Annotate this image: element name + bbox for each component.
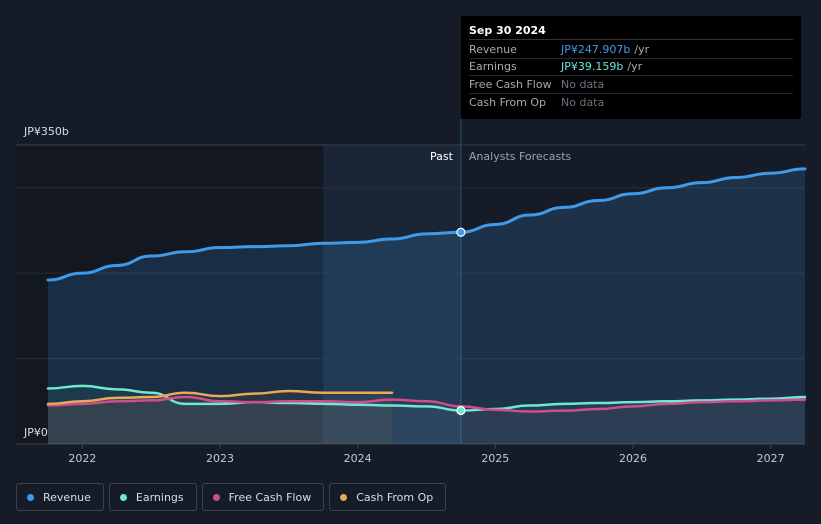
y-axis-min-label: JP¥0: [23, 426, 48, 439]
legend-label: Revenue: [43, 490, 91, 504]
tooltip-row-cash-from-op: Cash From Op No data: [469, 94, 793, 112]
legend-label: Cash From Op: [356, 490, 434, 504]
tooltip-unit: /yr: [627, 60, 643, 74]
earnings-point-marker: [456, 405, 466, 416]
x-tick-label: 2023: [206, 452, 234, 465]
financial-chart: JP¥350b JP¥0 Past Analysts Forecasts 2022 202…: [16, 119, 807, 465]
revenue-area: [48, 168, 805, 445]
x-tick-label: 2022: [68, 452, 96, 465]
past-label: Past: [430, 150, 454, 163]
legend-label: Earnings: [135, 490, 184, 504]
x-tick-label: 2024: [344, 452, 372, 465]
tooltip-unit: /yr: [634, 42, 650, 56]
x-tick-label: 2026: [619, 452, 647, 465]
legend-item-free-cash-flow[interactable]: Free Cash Flow: [201, 483, 325, 511]
tooltip-value: No data: [561, 77, 605, 91]
tooltip-row-revenue: Revenue JP¥247.907b /yr: [469, 41, 793, 59]
legend-item-earnings[interactable]: Earnings: [108, 483, 197, 511]
highlight-band: [323, 145, 461, 444]
tooltip-value: JP¥247.907b: [561, 42, 631, 56]
cash-from-op-line: [46, 389, 394, 406]
tooltip-value: No data: [561, 95, 605, 109]
free-cash-flow-dot-icon: [212, 493, 220, 501]
tooltip-label: Revenue: [469, 42, 517, 56]
tooltip-label: Free Cash Flow: [469, 77, 552, 91]
tooltip-date: Sep 30 2024: [469, 24, 793, 40]
x-tick-label: 2025: [481, 452, 509, 465]
free-cash-flow-line: [46, 395, 807, 413]
tooltip-value: JP¥39.159b: [561, 60, 624, 74]
earnings-dot-icon: [119, 493, 127, 501]
y-axis-max-label: JP¥350b: [23, 125, 69, 138]
cash-from-op-dot-icon: [340, 493, 348, 501]
chart-legend: Revenue Earnings Free Cash Flow Cash Fro…: [16, 483, 447, 511]
legend-label: Free Cash Flow: [228, 490, 312, 504]
tooltip-row-earnings: Earnings JP¥39.159b /yr: [469, 59, 793, 76]
tooltip-label: Cash From Op: [469, 95, 547, 109]
legend-item-revenue[interactable]: Revenue: [16, 483, 104, 511]
tooltip-row-free-cash-flow: Free Cash Flow No data: [469, 76, 793, 94]
revenue-line: [46, 167, 807, 282]
earnings-area: [48, 385, 805, 444]
revenue-dot-icon: [27, 493, 34, 501]
legend-item-cash-from-op[interactable]: Cash From Op: [329, 483, 447, 511]
x-tick-label: 2027: [757, 452, 785, 465]
forecast-label: Analysts Forecasts: [469, 150, 572, 163]
revenue-point-marker: [456, 227, 466, 237]
data-tooltip: Sep 30 2024 Revenue JP¥247.907b /yr Earn…: [461, 16, 801, 119]
tooltip-label: Earnings: [469, 60, 517, 74]
earnings-line: [46, 384, 807, 412]
